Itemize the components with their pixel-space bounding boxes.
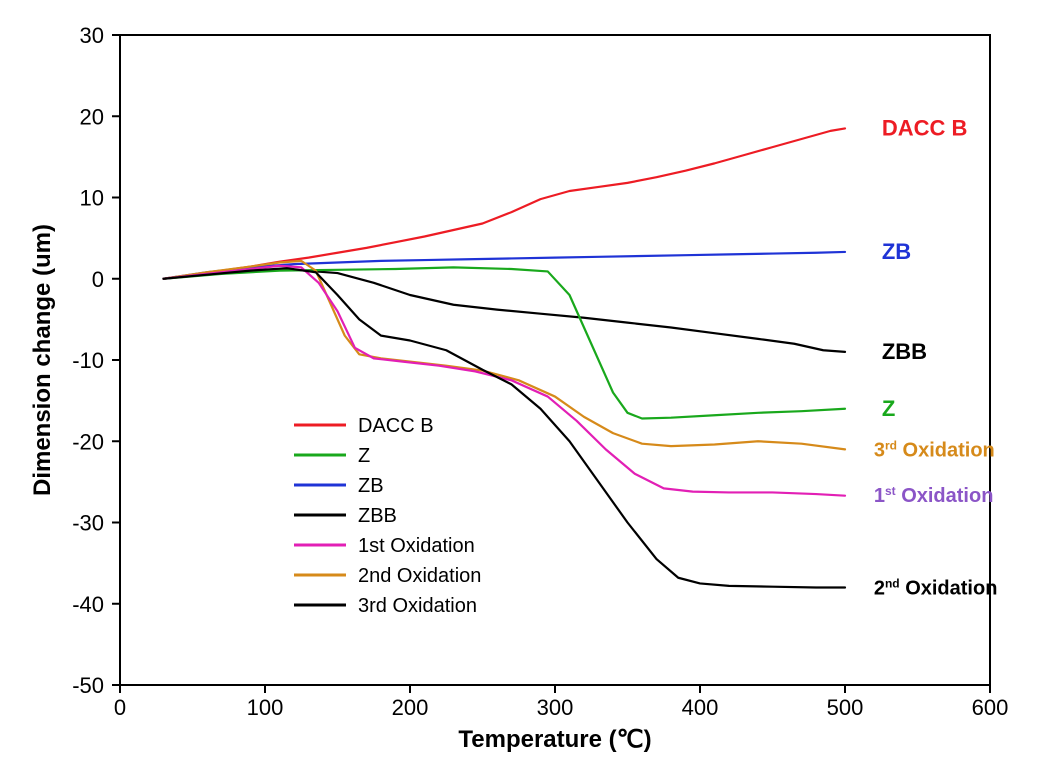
- legend-label: ZB: [358, 475, 384, 497]
- series-end-label: ZB: [882, 239, 911, 264]
- legend-label: 1st Oxidation: [358, 535, 475, 557]
- y-tick-label: -50: [72, 673, 104, 698]
- y-tick-label: -20: [72, 429, 104, 454]
- x-tick-label: 0: [114, 695, 126, 720]
- x-tick-label: 500: [827, 695, 864, 720]
- y-axis-label: Dimension change (um): [29, 224, 56, 496]
- x-tick-label: 400: [682, 695, 719, 720]
- y-tick-label: -40: [72, 592, 104, 617]
- x-tick-label: 200: [392, 695, 429, 720]
- y-tick-label: 20: [80, 104, 104, 129]
- x-tick-label: 300: [537, 695, 574, 720]
- legend-label: 2nd Oxidation: [358, 565, 481, 587]
- x-tick-label: 600: [972, 695, 1009, 720]
- series-end-label: Z: [882, 396, 895, 421]
- legend-label: Z: [358, 445, 370, 467]
- y-tick-label: 30: [80, 23, 104, 48]
- chart-svg: 0 100 200 300 400 500 600 -50 -40 -30 -20 -10 0 10 20 3…: [0, 0, 1041, 770]
- y-tick-label: -30: [72, 511, 104, 536]
- legend-label: DACC B: [358, 415, 434, 437]
- legend-label: 3rd Oxidation: [358, 595, 477, 617]
- series-end-label: DACC B: [882, 115, 968, 140]
- y-tick-label: 0: [92, 267, 104, 292]
- dimension-change-chart: 0 100 200 300 400 500 600 -50 -40 -30 -20 -10 0 10 20 3…: [0, 0, 1041, 770]
- x-tick-label: 100: [247, 695, 284, 720]
- y-tick-label: -10: [72, 348, 104, 373]
- legend-label: ZBB: [358, 505, 397, 527]
- y-tick-label: 10: [80, 186, 104, 211]
- series-end-label: ZBB: [882, 339, 927, 364]
- x-axis-label: Temperature (℃): [458, 726, 651, 753]
